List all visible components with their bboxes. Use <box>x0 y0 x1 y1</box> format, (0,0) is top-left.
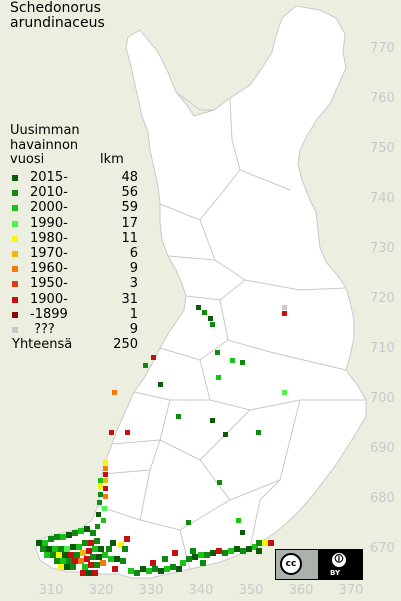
legend-swatch <box>12 220 18 227</box>
legend-entry-count: 48 <box>121 170 138 185</box>
species-name-line2: arundinaceus <box>10 15 105 31</box>
legend-entry-count: 56 <box>121 185 138 201</box>
cc-icon: cc <box>280 553 302 575</box>
species-name-line1: Schedonorus <box>10 0 101 16</box>
by-person-icon: 🛈 <box>330 551 348 569</box>
cc-by-license-badge: cc 🛈 BY <box>275 549 363 580</box>
legend-swatch <box>12 251 18 257</box>
y-axis-tick-label: 670 <box>370 541 395 556</box>
legend-total-value: 250 <box>113 337 138 352</box>
y-axis-tick-label: 680 <box>370 491 395 506</box>
x-axis-tick-label: 330 <box>138 583 164 598</box>
y-axis-tick-label: 760 <box>370 91 395 106</box>
legend-entry-count: 11 <box>121 230 138 246</box>
legend-count-column-label: lkm <box>100 152 124 167</box>
x-axis-tick-label: 360 <box>288 583 314 598</box>
legend-entry-count: 6 <box>129 246 138 261</box>
y-axis-tick-label: 700 <box>370 391 395 406</box>
cc-by-label: BY <box>330 569 341 577</box>
legend-swatch <box>12 175 18 181</box>
legend-entry-label: 1960- <box>30 261 68 277</box>
legend-total-label: Yhteensä <box>12 337 73 352</box>
legend-swatch <box>12 296 18 303</box>
legend-heading-line2: havainnon <box>10 138 79 153</box>
x-axis-tick-label: 320 <box>88 583 114 598</box>
legend-swatch <box>12 235 18 242</box>
legend-entry-label: 1970- <box>30 246 68 261</box>
legend-swatch <box>12 205 18 212</box>
x-axis-tick-label: 310 <box>38 583 64 598</box>
y-axis-tick-label: 750 <box>370 141 395 156</box>
legend-entry-label: 1950- <box>30 276 68 292</box>
legend-entry-count: 17 <box>121 215 138 231</box>
y-axis-tick-label: 690 <box>370 441 395 456</box>
legend-entry-label: 1900- <box>30 291 68 307</box>
legend-entry-label: -1899 <box>30 306 68 322</box>
y-axis-tick-label: 710 <box>370 341 395 356</box>
y-axis-tick-label: 730 <box>370 241 395 256</box>
legend-entry-count: 31 <box>121 291 138 307</box>
legend-entry-label: 1990- <box>30 215 68 231</box>
x-axis-tick-label: 350 <box>238 583 264 598</box>
legend-swatch <box>12 266 18 273</box>
y-axis-tick-label: 770 <box>370 41 395 56</box>
legend-swatch <box>12 190 18 197</box>
legend-entry-label: 2010- <box>30 185 68 201</box>
legend-entry-count: 1 <box>129 306 138 322</box>
legend-entry-count: 3 <box>129 276 138 292</box>
legend-heading-line1: Uusimman <box>10 123 80 138</box>
finland-landmass <box>35 5 367 579</box>
legend-entry-label: ??? <box>30 322 55 337</box>
legend-entry-count: 9 <box>129 261 138 277</box>
legend-swatch <box>12 281 18 288</box>
legend-entry-label: 2015- <box>30 170 68 185</box>
legend-entry-count: 9 <box>129 322 138 337</box>
x-axis-tick-label: 340 <box>188 583 214 598</box>
legend-swatch <box>12 327 18 333</box>
legend-swatch <box>12 311 18 318</box>
x-axis-tick-label: 370 <box>338 583 364 598</box>
legend-entry-count: 59 <box>121 200 138 216</box>
y-axis-tick-label: 740 <box>370 191 395 206</box>
occurrence-squares <box>36 305 287 576</box>
legend-year-column-label: vuosi <box>10 152 45 167</box>
y-axis-tick-label: 720 <box>370 291 395 306</box>
legend-entry-label: 1980- <box>30 230 68 246</box>
legend-entry-label: 2000- <box>30 200 68 216</box>
